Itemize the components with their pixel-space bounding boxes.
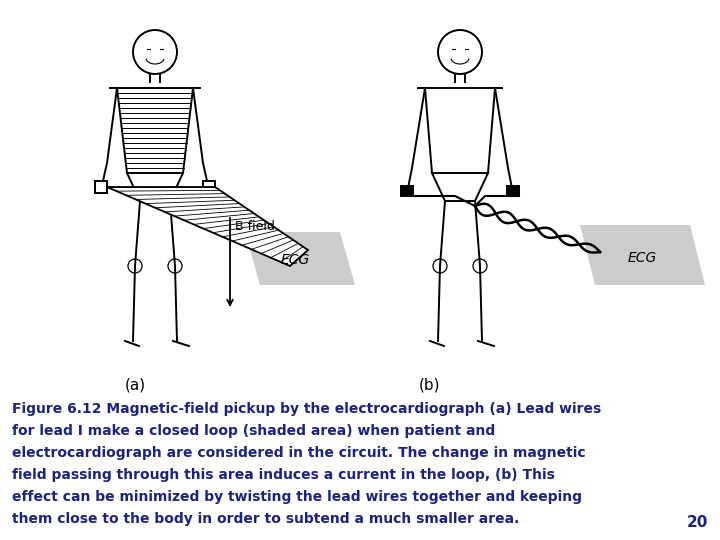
Bar	[95, 181, 107, 193]
Polygon shape	[245, 232, 355, 285]
Text: 20: 20	[687, 515, 708, 530]
Polygon shape	[580, 225, 705, 285]
Bar	[507, 186, 519, 196]
Bar	[401, 186, 413, 196]
Text: for lead I make a closed loop (shaded area) when patient and: for lead I make a closed loop (shaded ar…	[12, 424, 495, 438]
Text: ECG: ECG	[627, 251, 657, 265]
Text: (a): (a)	[125, 378, 145, 393]
Text: Figure 6.12 Magnetic-field pickup by the electrocardiograph (a) Lead wires: Figure 6.12 Magnetic-field pickup by the…	[12, 402, 601, 416]
Bar	[203, 181, 215, 193]
Text: (b): (b)	[419, 378, 441, 393]
Text: field passing through this area induces a current in the loop, (b) This: field passing through this area induces …	[12, 468, 555, 482]
Text: them close to the body in order to subtend a much smaller area.: them close to the body in order to subte…	[12, 512, 519, 526]
Text: electrocardiograph are considered in the circuit. The change in magnetic: electrocardiograph are considered in the…	[12, 446, 585, 460]
Text: B field: B field	[235, 220, 275, 233]
Polygon shape	[107, 187, 308, 266]
Text: effect can be minimized by twisting the lead wires together and keeping: effect can be minimized by twisting the …	[12, 490, 582, 504]
Text: ECG: ECG	[280, 253, 310, 267]
